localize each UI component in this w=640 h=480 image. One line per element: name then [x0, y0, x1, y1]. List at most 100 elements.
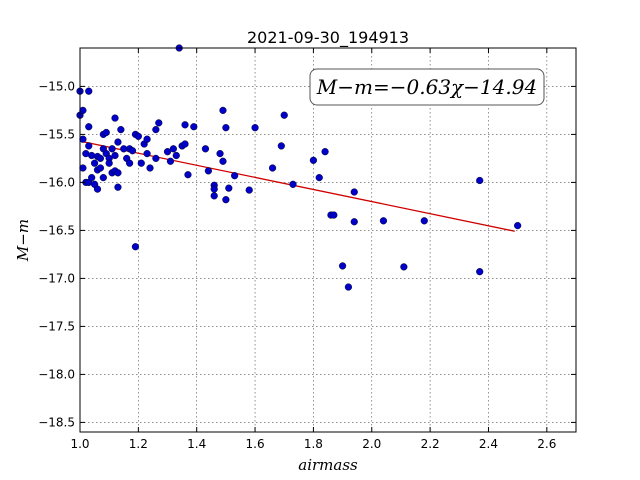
- plot-area: [80, 48, 576, 432]
- data-point: [251, 124, 259, 132]
- data-point: [85, 123, 93, 131]
- fit-equation-box: M−m=−0.63χ−14.94: [309, 68, 545, 106]
- data-point: [155, 119, 163, 127]
- data-point: [222, 196, 230, 204]
- data-point: [131, 243, 140, 251]
- data-point: [85, 142, 93, 150]
- data-point: [338, 262, 347, 270]
- data-point: [137, 159, 145, 167]
- y-tick-labels: −15.0 −15.5 −16.0 −16.5 −17.0 −17.5 −18.0 −18.5: [38, 79, 75, 429]
- y-tick-label: −17.0: [38, 271, 75, 285]
- axis-ticks: [79, 48, 576, 432]
- data-point: [190, 123, 198, 131]
- x-tick-label: 1.0: [70, 437, 89, 451]
- data-point: [216, 150, 224, 158]
- data-point: [277, 142, 285, 150]
- data-point: [184, 171, 192, 179]
- data-point: [105, 159, 113, 167]
- data-point: [309, 156, 318, 164]
- data-point: [231, 172, 239, 180]
- y-tick-label: −18.0: [38, 367, 75, 381]
- data-point: [114, 169, 122, 177]
- y-axis-label: M−m: [14, 219, 32, 262]
- data-point: [79, 135, 87, 143]
- data-point: [96, 154, 105, 163]
- data-point: [134, 132, 142, 140]
- data-point: [245, 186, 253, 194]
- data-point: [344, 283, 353, 291]
- data-point: [330, 211, 338, 219]
- data-point: [152, 126, 160, 134]
- data-point: [321, 148, 329, 156]
- x-tick-label: 2.6: [537, 437, 556, 451]
- data-point: [315, 174, 323, 182]
- data-point: [90, 159, 99, 167]
- data-point: [111, 114, 119, 122]
- y-tick-label: −15.0: [38, 79, 75, 93]
- fit-equation: M−m=−0.63χ−14.94: [316, 75, 537, 99]
- x-tick-label: 1.2: [129, 437, 148, 451]
- y-tick-label: −15.5: [38, 127, 75, 141]
- data-point: [126, 159, 134, 167]
- x-tick-label: 1.8: [304, 437, 323, 451]
- data-point: [400, 263, 408, 271]
- plot-frame: [79, 47, 577, 433]
- data-point: [88, 174, 96, 182]
- y-tick-label: −16.0: [38, 175, 75, 189]
- data-point: [204, 167, 212, 175]
- data-point: [146, 164, 154, 172]
- data-point: [143, 135, 151, 143]
- data-point: [152, 154, 160, 163]
- data-point: [128, 147, 137, 155]
- y-tick-label: −17.5: [38, 319, 75, 333]
- data-point: [268, 164, 277, 172]
- y-tick-label: −18.5: [38, 415, 75, 429]
- data-point: [114, 138, 122, 146]
- data-point: [476, 176, 484, 185]
- fit-line-group: [79, 140, 515, 232]
- data-point: [210, 185, 218, 193]
- data-point: [93, 185, 102, 193]
- data-point: [514, 222, 522, 230]
- data-point: [181, 121, 189, 129]
- grid-lines: [79, 48, 576, 432]
- data-point: [172, 151, 180, 160]
- data-point: [166, 157, 175, 165]
- data-point: [476, 268, 484, 276]
- data-point: [99, 174, 107, 182]
- data-point: [114, 183, 122, 191]
- data-point: [79, 164, 87, 172]
- data-point: [379, 217, 388, 225]
- x-tick-label: 1.4: [187, 437, 206, 451]
- x-tick-label: 2.2: [421, 437, 440, 451]
- data-point: [219, 106, 227, 115]
- x-tick-label: 1.6: [246, 437, 265, 451]
- data-point: [108, 145, 116, 153]
- data-points: [76, 44, 522, 291]
- x-tick-label: 2.4: [479, 437, 498, 451]
- data-point: [201, 145, 210, 153]
- data-point: [225, 184, 233, 192]
- data-point: [102, 128, 110, 137]
- data-point: [79, 106, 87, 115]
- data-point: [219, 157, 227, 165]
- chart-title: 2021-09-30_194913: [247, 28, 409, 48]
- data-point: [350, 218, 358, 226]
- equation-box-frame: [309, 68, 545, 106]
- data-point: [222, 124, 230, 132]
- data-point: [420, 217, 428, 225]
- data-point: [117, 126, 125, 134]
- data-point: [169, 145, 177, 153]
- data-point: [280, 111, 288, 119]
- x-axis-label: airmass: [298, 456, 358, 474]
- data-point: [163, 148, 172, 156]
- data-point: [111, 151, 119, 160]
- data-point: [289, 180, 297, 188]
- y-tick-label: −16.5: [38, 223, 75, 237]
- data-point: [181, 140, 189, 148]
- data-point: [350, 188, 358, 196]
- x-tick-label: 2.0: [362, 437, 381, 451]
- x-tick-labels: 1.0 1.2 1.4 1.6 1.8 2.0 2.2 2.4 2.6: [70, 437, 556, 451]
- data-point: [96, 164, 105, 172]
